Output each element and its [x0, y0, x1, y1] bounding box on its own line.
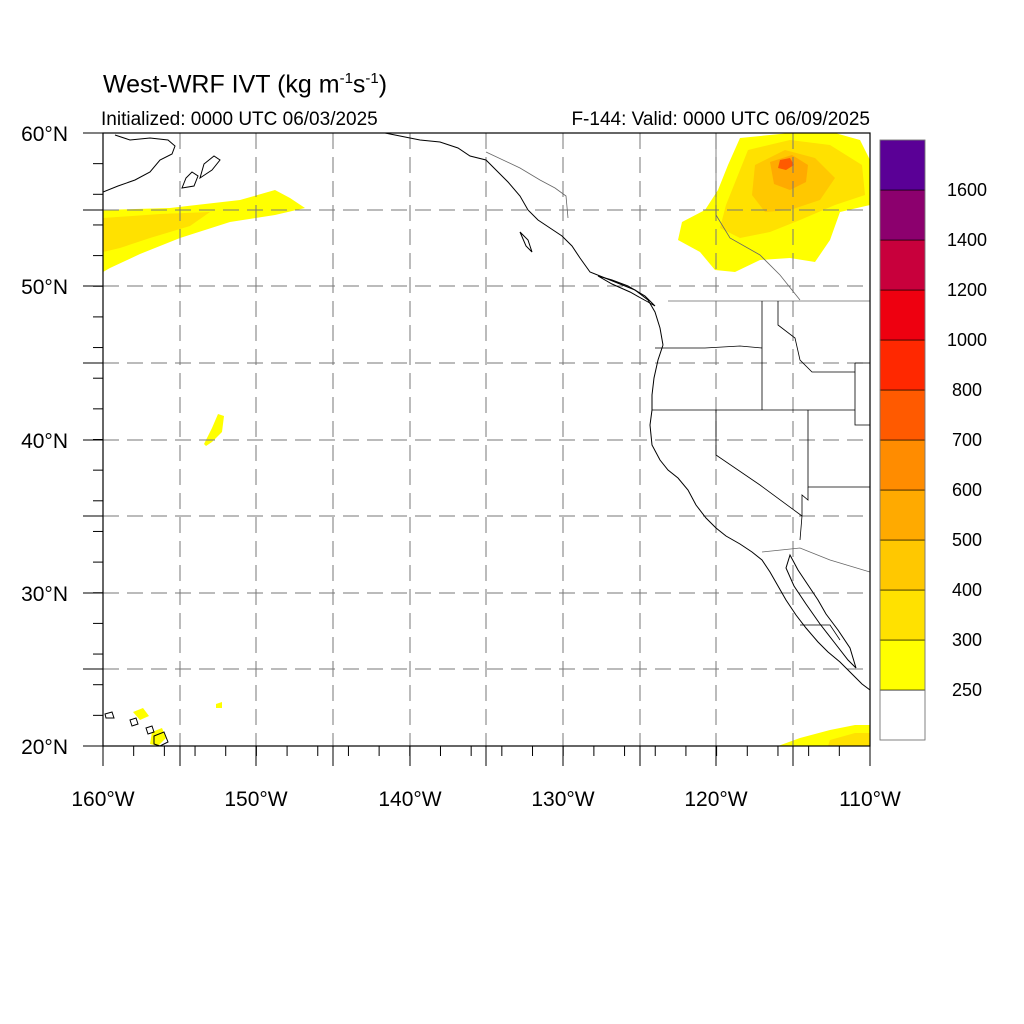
hawaii-oahu	[129, 717, 139, 727]
colorbar-label-1600: 1600	[947, 180, 987, 200]
colorbar-bin-8	[879, 289, 926, 341]
nevada-arizona-border	[801, 487, 809, 516]
vancouver-island	[597, 275, 656, 307]
colorbar-label-1000: 1000	[947, 330, 987, 350]
colorbar-bin-5	[879, 439, 926, 491]
valid-time: F-144: Valid: 0000 UTC 06/09/2025	[571, 109, 870, 130]
colorbar-bin-10	[879, 189, 926, 241]
colorbar-bin-9	[879, 239, 926, 291]
us-west-coast	[649, 344, 870, 691]
lat-label-20n: 20°N	[21, 736, 68, 759]
colorbar-label-1400: 1400	[947, 230, 987, 250]
lon-label-160w: 160°W	[71, 788, 134, 811]
colorbar-label-500: 500	[952, 530, 982, 550]
wyoming-border	[854, 362, 870, 426]
ivt-patch-hawaii-2	[150, 728, 166, 746]
idaho-montana-border	[777, 301, 855, 373]
hawaii-maui	[145, 725, 155, 735]
graticule	[103, 133, 870, 746]
ivt-patch-hawaii-3	[216, 702, 222, 708]
colorbar: 250 300 400 500 600 700 800 1000 1200 1400 1600	[879, 139, 987, 741]
mexico-state-border	[800, 624, 841, 641]
map-title: West-WRF IVT (kg m-1s-1)	[103, 70, 388, 99]
hawaii-kauai	[104, 711, 115, 719]
nevada-utah-border	[807, 410, 870, 488]
axis-minor-ticks	[93, 132, 871, 756]
lat-label-40n: 40°N	[21, 430, 68, 453]
bc-alberta-border	[715, 133, 801, 301]
colorbar-label-250: 250	[952, 680, 982, 700]
lon-label-110w: 110°W	[839, 788, 901, 811]
lon-label-140w: 140°W	[378, 788, 441, 811]
political-borders	[485, 133, 870, 641]
lon-label-150w: 150°W	[224, 788, 287, 811]
ivt-plume-north-pacific-core	[103, 212, 210, 252]
colorbar-label-300: 300	[952, 630, 982, 650]
colorbar-label-800: 800	[952, 380, 982, 400]
haida-gwaii	[519, 231, 533, 253]
alaska-island	[199, 155, 221, 180]
colorbar-label-1200: 1200	[947, 280, 987, 300]
colorbar-bin-4	[879, 489, 926, 541]
lat-label-50n: 50°N	[21, 276, 68, 299]
colorbar-bin-7	[879, 339, 926, 391]
lon-label-130w: 130°W	[531, 788, 594, 811]
ivt-plume-canada-max	[778, 158, 794, 170]
colorbar-bin-1	[879, 639, 926, 691]
colorbar-label-400: 400	[952, 580, 982, 600]
lat-label-30n: 30°N	[21, 583, 68, 606]
lat-label-60n: 60°N	[21, 123, 68, 146]
alaska-canada-border	[485, 151, 569, 219]
ivt-shading	[103, 133, 870, 746]
ivt-patch-mexico-core	[828, 733, 870, 746]
alaska-peninsula-coast	[103, 134, 176, 193]
colorbar-bin-0	[879, 689, 926, 741]
colorbar-bin-3	[879, 539, 926, 591]
latitude-labels: 60°N 50°N 40°N 30°N 20°N	[21, 123, 68, 759]
kodiak-island	[181, 171, 199, 189]
wa-or-border	[655, 345, 763, 349]
coastlines	[103, 133, 870, 746]
colorbar-label-700: 700	[952, 430, 982, 450]
hawaii-big-island	[153, 731, 169, 746]
colorbar-label-600: 600	[952, 480, 982, 500]
colorbar-bin-6	[879, 389, 926, 441]
ivt-patch-hawaii-1	[133, 708, 149, 720]
lon-label-120w: 120°W	[684, 788, 747, 811]
initialized-time: Initialized: 0000 UTC 06/03/2025	[101, 109, 378, 130]
baja-california	[785, 553, 857, 669]
us-mexico-border	[761, 547, 870, 573]
california-nevada-border	[715, 410, 803, 541]
panhandle-bc-coast	[384, 133, 664, 346]
ivt-blob-mid-pacific	[204, 414, 224, 446]
longitude-labels: 160°W 150°W 140°W 130°W 120°W 110°W	[71, 788, 901, 811]
colorbar-bin-2	[879, 589, 926, 641]
colorbar-bin-11	[879, 139, 926, 191]
colorbar-frame	[879, 139, 926, 741]
